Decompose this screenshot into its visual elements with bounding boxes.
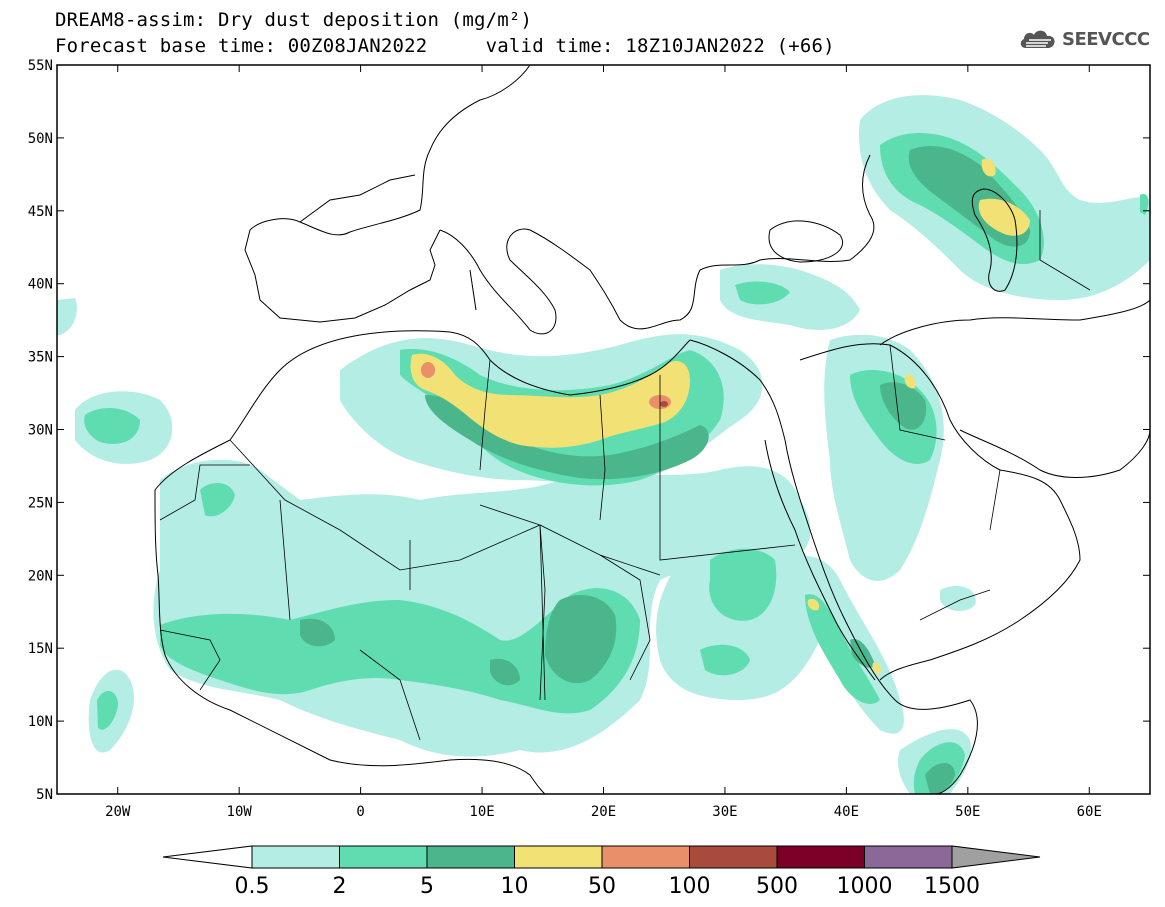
seevccc-logo: SEEVCCC [1018,24,1150,54]
colorbar-swatch [689,845,778,869]
cloud-icon [1020,30,1055,48]
lat-tick-label: 50N [28,131,53,147]
coastlines [154,65,1150,794]
logo-text: SEEVCCC [1062,28,1150,50]
longitude-axis: 20W 10W 0 10E 20E 30E 40E 50E 60E [105,65,1102,820]
colorbar-label: 1000 [837,874,893,899]
lon-tick-label: 40E [834,804,859,820]
lon-tick-label: 50E [955,804,980,820]
colorbar-label: 500 [756,874,798,899]
lon-tick-label: 10W [227,804,253,820]
colorbar-under-triangle [162,845,253,869]
lat-tick-label: 55N [28,58,53,74]
lat-tick-label: 15N [28,641,53,657]
colorbar-label: 100 [669,874,711,899]
colorbar-swatch [339,845,428,869]
dust-field [57,65,1150,794]
lon-tick-label: 30E [712,804,737,820]
colorbar-label: 5 [420,874,434,899]
colorbar-label: 10 [501,874,529,899]
lat-tick-label: 25N [28,495,53,511]
colorbar-label: 1500 [924,874,980,899]
colorbar-swatch [601,845,690,869]
lat-tick-label: 5N [36,787,53,803]
lat-tick-label: 35N [28,350,53,366]
colorbar-label: 0.5 [235,874,270,899]
colorbar-label: 50 [588,874,616,899]
colorbar-swatch [864,845,953,869]
colorbar-swatch [514,845,603,869]
level-10-50 [410,158,1030,675]
latitude-axis: 55N 50N 45N 40N 35N 30N 25N 20N 15N 10N 5N [28,58,1150,803]
level-100-500 [660,401,668,407]
lat-tick-label: 10N [28,714,53,730]
lon-tick-label: 10E [469,804,494,820]
colorbar-swatch [776,845,865,869]
forecast-time-line: Forecast base time: 00Z08JAN2022 valid t… [55,35,835,57]
lat-tick-label: 45N [28,204,53,220]
colorbar-swatch [251,845,340,869]
colorbar-label: 2 [333,874,347,899]
lon-tick-label: 60E [1077,804,1102,820]
map-title: DREAM8-assim: Dry dust deposition (mg/m²… [55,9,533,31]
lon-tick-label: 0 [356,804,364,820]
colorbar-over-triangle [951,845,1041,869]
lat-tick-label: 40N [28,277,53,293]
lon-tick-label: 20W [105,804,131,820]
lon-tick-label: 20E [591,804,616,820]
country-borders [159,210,1091,741]
colorbar: 0.5 2 5 10 50 100 500 1000 1500 [162,845,1041,899]
lat-tick-label: 20N [28,568,53,584]
colorbar-swatch [426,845,515,869]
lat-tick-label: 30N [28,423,53,439]
